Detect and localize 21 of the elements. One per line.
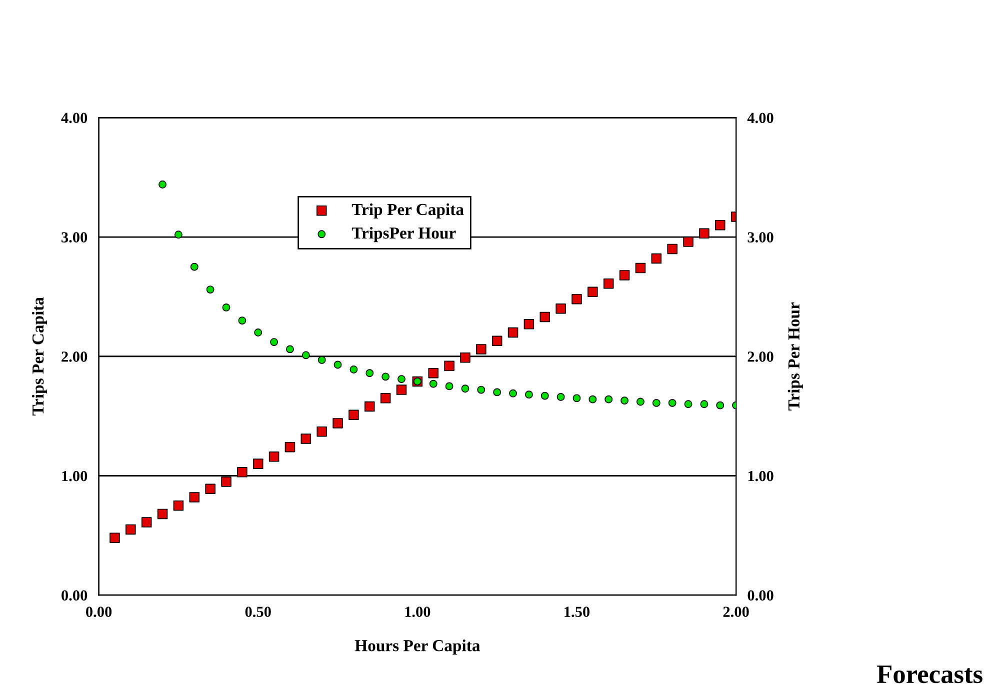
x-tick-label: 0.00: [86, 606, 112, 618]
legend-label: Trip Per Capita: [352, 203, 464, 219]
y2-tick-label: 0.00: [748, 590, 774, 601]
x-axis-title: Hours Per Capita: [354, 640, 480, 655]
y2-tick-label: 2.00: [748, 352, 774, 362]
x-tick-label: 2.00: [723, 606, 749, 618]
y-tick-label: 4.00: [61, 112, 88, 124]
x-tick-label: 1.50: [564, 606, 590, 618]
y-tick-label: 3.00: [62, 232, 88, 243]
y2-tick-label: 4.00: [747, 112, 774, 124]
y-tick-label: 1.00: [62, 470, 88, 482]
text: Forecasts: [876, 666, 982, 684]
y-tick-label: 0.00: [62, 590, 88, 601]
y2-tick-label: 3.00: [748, 232, 774, 243]
x-tick-label: 0.50: [245, 606, 271, 618]
y-axis-title: Trips Per Capita: [32, 297, 48, 416]
y2-axis-title: Trips Per Hour: [788, 302, 803, 410]
y2-tick-label: 1.00: [748, 470, 774, 482]
legend-label: TripsPer Hour: [352, 226, 456, 242]
x-tick-label: 1.00: [405, 606, 430, 618]
y-tick-label: 2.00: [62, 352, 88, 362]
